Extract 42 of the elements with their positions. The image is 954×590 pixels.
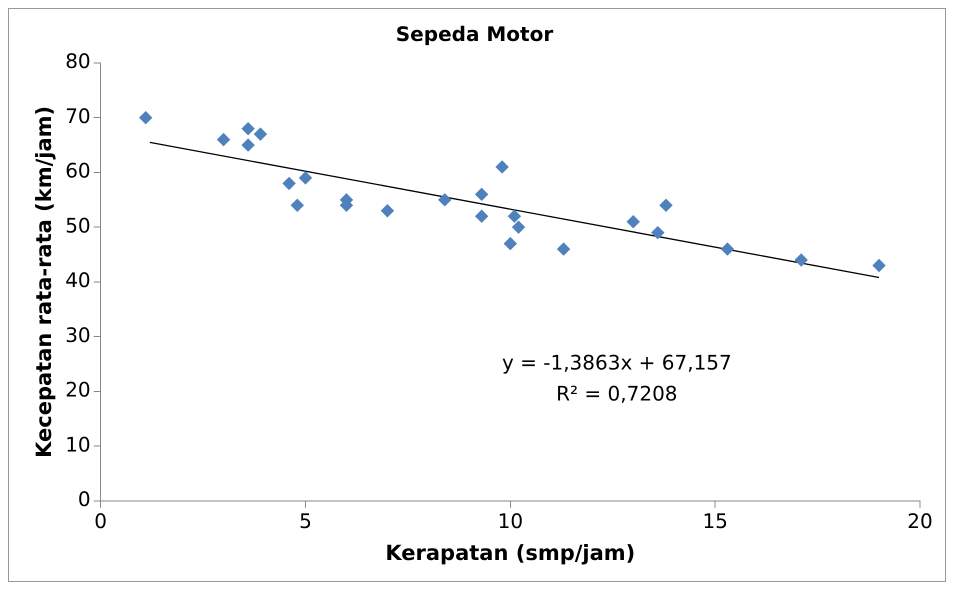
y-tick-label: 20 <box>65 378 91 402</box>
point <box>660 198 672 212</box>
point <box>557 242 570 256</box>
point <box>282 176 296 190</box>
x-tick-label: 5 <box>299 509 312 534</box>
y-tick-label: 50 <box>65 213 91 238</box>
point <box>438 193 452 206</box>
point <box>794 254 808 267</box>
y-tick-label: 30 <box>65 322 91 347</box>
point <box>242 138 255 152</box>
annotation: R² = 0,7208 <box>556 381 678 406</box>
annotation: y = -1,3863x + 67,157 <box>502 350 732 374</box>
x-tick-label: 15 <box>702 509 728 534</box>
x-tick-label: 0 <box>94 509 108 534</box>
y-axis-title: Kecepatan rata-rata (km/jam) <box>32 106 56 458</box>
point <box>720 242 734 256</box>
point <box>508 210 521 223</box>
y-tick-label: 40 <box>65 268 91 292</box>
point <box>504 237 517 250</box>
point <box>298 171 312 184</box>
point <box>242 122 255 136</box>
x-tick-label: 20 <box>907 509 933 534</box>
point <box>475 210 488 223</box>
point <box>872 258 886 272</box>
point <box>290 198 304 212</box>
y-tick-label: 10 <box>65 432 91 456</box>
point <box>380 204 394 218</box>
y-tick-label: 60 <box>65 158 91 183</box>
x-tick-label: 10 <box>498 509 524 534</box>
chart-title: Sepeda Motor <box>396 22 554 46</box>
y-tick-label: 80 <box>65 49 91 74</box>
point <box>139 111 152 124</box>
point <box>512 220 526 234</box>
point <box>217 133 230 146</box>
point <box>254 128 267 141</box>
x-axis-title: Kerapatan (smp/jam) <box>385 540 636 565</box>
point <box>651 226 664 240</box>
y-tick-label: 70 <box>65 104 91 128</box>
point <box>626 215 640 228</box>
y-tick-label: 0 <box>78 487 91 512</box>
point <box>475 188 488 201</box>
point <box>496 160 509 174</box>
